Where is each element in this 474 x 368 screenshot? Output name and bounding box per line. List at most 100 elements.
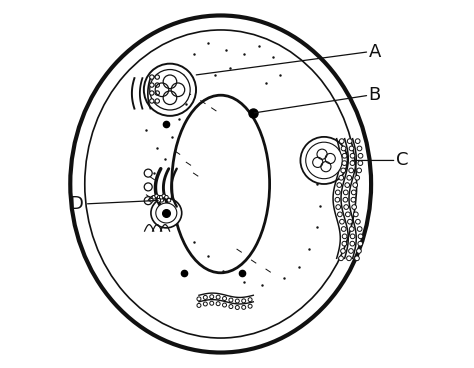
Ellipse shape [336,190,340,195]
Ellipse shape [144,183,152,191]
Ellipse shape [229,298,233,302]
Ellipse shape [160,198,164,202]
Ellipse shape [342,153,347,158]
Ellipse shape [358,234,363,239]
Ellipse shape [347,139,352,144]
Ellipse shape [346,256,351,261]
Ellipse shape [210,295,214,299]
Ellipse shape [172,95,270,273]
Ellipse shape [341,249,346,253]
Ellipse shape [144,64,196,116]
Ellipse shape [235,299,239,303]
Ellipse shape [155,99,159,103]
Ellipse shape [341,227,346,231]
Ellipse shape [70,15,371,353]
Ellipse shape [344,190,348,195]
Ellipse shape [335,197,340,202]
Ellipse shape [349,146,354,151]
Ellipse shape [150,91,154,95]
Ellipse shape [164,195,168,199]
Text: C: C [396,152,408,169]
Ellipse shape [336,205,340,209]
Ellipse shape [222,297,227,301]
Ellipse shape [346,212,350,217]
Ellipse shape [353,183,357,187]
Ellipse shape [338,256,343,261]
Ellipse shape [355,176,360,180]
Ellipse shape [151,198,182,228]
Ellipse shape [150,70,190,110]
Ellipse shape [339,139,344,144]
Ellipse shape [235,305,239,309]
Ellipse shape [301,137,347,184]
Ellipse shape [155,91,159,95]
Text: D: D [69,195,82,213]
Ellipse shape [150,198,153,202]
Ellipse shape [144,169,152,177]
Ellipse shape [248,298,252,302]
Ellipse shape [157,195,161,199]
Ellipse shape [350,161,355,166]
Ellipse shape [222,303,227,307]
Ellipse shape [150,99,154,103]
Ellipse shape [152,195,156,199]
Ellipse shape [242,299,246,303]
Ellipse shape [348,249,353,253]
Ellipse shape [203,302,207,306]
Ellipse shape [159,195,163,199]
Ellipse shape [197,297,201,301]
Ellipse shape [355,256,359,261]
Ellipse shape [343,197,348,202]
Ellipse shape [337,183,342,187]
Ellipse shape [167,198,171,202]
Ellipse shape [144,197,152,205]
Text: B: B [369,86,381,104]
Ellipse shape [351,197,356,202]
Ellipse shape [351,190,356,195]
Ellipse shape [150,83,154,87]
Ellipse shape [150,75,154,79]
Ellipse shape [349,168,354,173]
Ellipse shape [357,168,362,173]
Ellipse shape [155,75,159,79]
Ellipse shape [345,183,349,187]
Ellipse shape [216,302,220,306]
Ellipse shape [341,146,346,151]
Ellipse shape [162,194,165,198]
Ellipse shape [356,249,361,253]
Ellipse shape [342,161,347,166]
Ellipse shape [350,153,355,158]
Ellipse shape [203,296,207,300]
Ellipse shape [216,295,220,299]
Ellipse shape [342,241,346,246]
Ellipse shape [347,176,352,180]
Ellipse shape [356,139,360,144]
Ellipse shape [242,305,246,309]
Ellipse shape [347,219,352,224]
Ellipse shape [229,305,233,308]
Ellipse shape [339,176,344,180]
Ellipse shape [358,161,363,166]
Ellipse shape [210,301,214,305]
Ellipse shape [350,234,355,239]
Ellipse shape [352,205,356,209]
Ellipse shape [155,83,159,87]
Ellipse shape [157,198,161,202]
Ellipse shape [357,146,362,151]
Ellipse shape [358,241,363,246]
Ellipse shape [344,205,348,209]
Ellipse shape [156,203,177,223]
Ellipse shape [356,219,360,224]
Ellipse shape [306,142,342,179]
Ellipse shape [248,304,252,308]
Ellipse shape [349,227,354,231]
Ellipse shape [354,212,358,217]
Text: A: A [369,43,381,61]
Ellipse shape [339,219,344,224]
Ellipse shape [155,194,158,198]
Ellipse shape [350,241,355,246]
Ellipse shape [357,227,362,231]
Ellipse shape [358,153,363,158]
Ellipse shape [337,212,342,217]
Ellipse shape [341,168,346,173]
